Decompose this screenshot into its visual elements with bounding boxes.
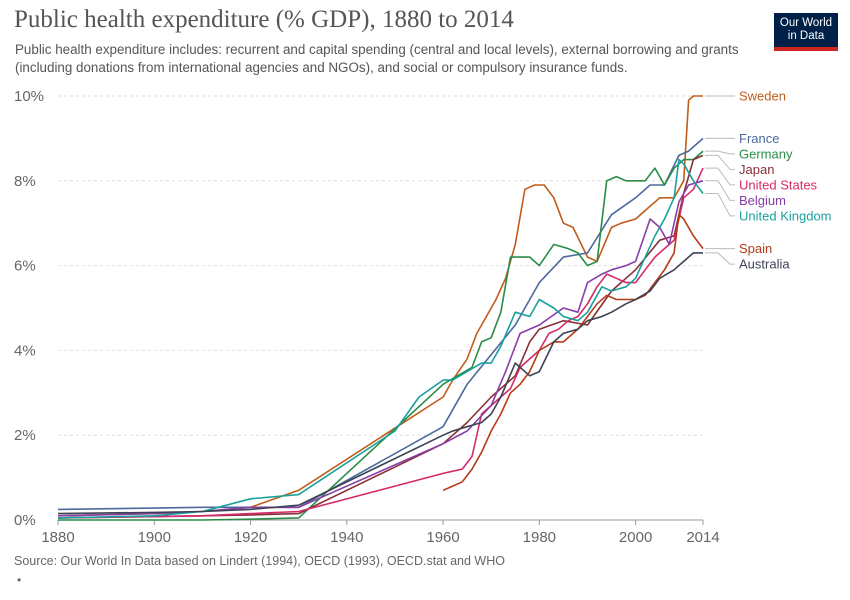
series-label-united-kingdom[interactable]: United Kingdom bbox=[739, 208, 832, 223]
x-tick-label: 1900 bbox=[138, 529, 171, 546]
chart-subtitle: Public health expenditure includes: recu… bbox=[15, 42, 739, 75]
series-label-belgium[interactable]: Belgium bbox=[739, 193, 786, 208]
series-label-australia[interactable]: Australia bbox=[739, 257, 790, 272]
series-lines bbox=[57, 95, 704, 521]
y-tick-label: 0% bbox=[14, 512, 36, 529]
chart-title: Public health expenditure (% GDP), 1880 … bbox=[14, 6, 514, 33]
series-line-spain[interactable] bbox=[442, 213, 704, 492]
series-line-sweden[interactable] bbox=[57, 95, 703, 517]
x-tick-label: 2014 bbox=[686, 529, 719, 546]
x-axis-ticks: 1880 1900 1920 1940 1960 1980 2000 2014 bbox=[41, 520, 720, 546]
owid-logo[interactable]: Our World in Data bbox=[774, 13, 838, 51]
series-line-australia[interactable] bbox=[57, 252, 703, 515]
footer-bullet: • bbox=[17, 573, 22, 587]
series-label-france[interactable]: France bbox=[739, 131, 779, 146]
y-tick-label: 4% bbox=[14, 342, 36, 359]
label-connector-belgium bbox=[705, 180, 735, 201]
label-connector-united-states bbox=[705, 167, 735, 186]
source-note: Source: Our World In Data based on Linde… bbox=[14, 554, 505, 568]
x-tick-label: 1880 bbox=[41, 529, 74, 546]
series-line-france[interactable] bbox=[57, 137, 704, 511]
y-tick-label: 8% bbox=[14, 173, 36, 190]
series-label-germany[interactable]: Germany bbox=[739, 146, 793, 161]
x-tick-label: 2000 bbox=[619, 529, 652, 546]
y-tick-label: 6% bbox=[14, 258, 36, 275]
series-line-united-kingdom[interactable] bbox=[57, 158, 704, 519]
series-line-japan[interactable] bbox=[57, 154, 704, 519]
x-tick-label: 1960 bbox=[426, 529, 459, 546]
logo-line-1: Our World bbox=[779, 17, 833, 29]
x-tick-label: 1920 bbox=[234, 529, 267, 546]
logo-line-2: in Data bbox=[787, 30, 825, 42]
series-label-united-states[interactable]: United States bbox=[739, 177, 818, 192]
series-line-germany[interactable] bbox=[58, 150, 704, 521]
x-tick-label: 1980 bbox=[523, 529, 556, 546]
label-connector-australia bbox=[705, 252, 735, 265]
y-axis-ticks: 0% 2% 4% 6% 8% 10% bbox=[14, 88, 44, 529]
label-connector-germany bbox=[705, 150, 735, 155]
grid-lines bbox=[58, 95, 703, 521]
y-tick-label: 2% bbox=[14, 427, 36, 444]
series-line-belgium[interactable] bbox=[57, 180, 704, 517]
series-line-united-states[interactable] bbox=[57, 167, 704, 519]
x-tick-label: 1940 bbox=[330, 529, 363, 546]
series-label-spain[interactable]: Spain bbox=[739, 241, 772, 256]
label-connector-united-kingdom bbox=[705, 193, 735, 217]
y-tick-label: 10% bbox=[14, 88, 44, 105]
series-label-sweden[interactable]: Sweden bbox=[739, 89, 786, 104]
series-label-japan[interactable]: Japan bbox=[739, 162, 774, 177]
label-connector-japan bbox=[705, 154, 735, 170]
